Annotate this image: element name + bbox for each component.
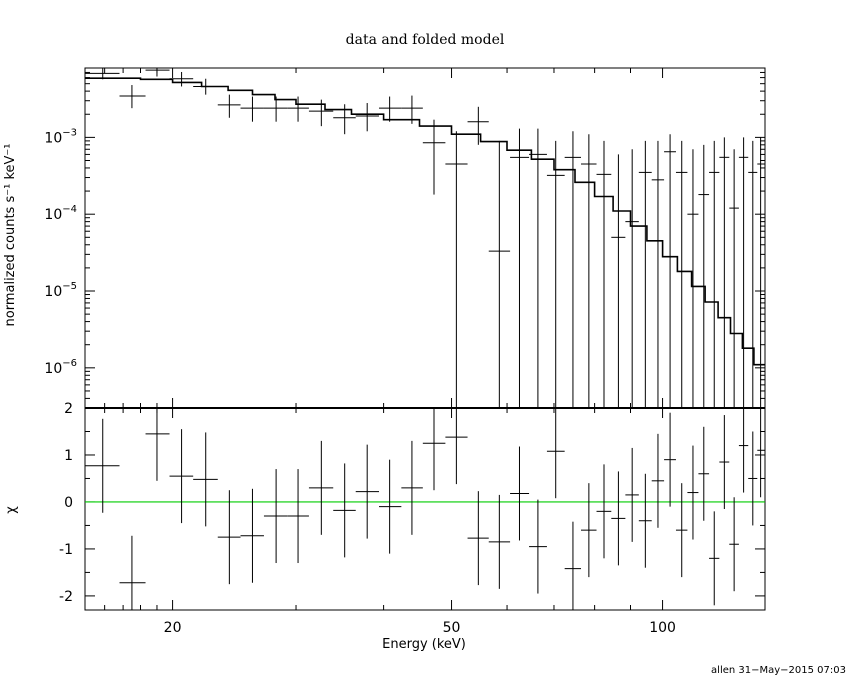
residual-point (169, 429, 194, 524)
residual-point (651, 433, 665, 528)
x-tick-label: 100 (649, 620, 676, 636)
residual-point (581, 483, 597, 578)
data-point (401, 95, 423, 124)
data-point (729, 149, 739, 408)
model-line (85, 77, 765, 366)
residual-point (445, 408, 468, 485)
data-point (638, 140, 652, 408)
data-point (193, 78, 218, 95)
timestamp-footer: allen 31−May−2015 07:03 (711, 665, 846, 676)
data-point (664, 134, 676, 408)
residual-point (596, 464, 612, 559)
residual-point (263, 469, 288, 564)
data-point (145, 68, 170, 77)
residual-point (564, 521, 582, 610)
data-point (379, 96, 402, 122)
data-point (169, 71, 194, 87)
data-point (625, 149, 639, 408)
y-tick-label: 10−5 (44, 281, 77, 300)
x-axis-label: Energy (keV) (382, 637, 466, 652)
residual-point (217, 490, 241, 585)
x-tick-label: 50 (443, 620, 461, 636)
y-tick-label: 10−6 (44, 358, 77, 377)
data-point (748, 140, 758, 408)
data-point (596, 140, 612, 408)
data-point (240, 96, 264, 122)
residual-point (529, 499, 547, 594)
data-point (217, 94, 241, 118)
data-point (687, 149, 699, 408)
residuals-panel: 20 50 100 -2 -1 0 1 2 (59, 401, 766, 636)
residual-point (709, 511, 720, 606)
data-point (698, 144, 710, 408)
residual-point (738, 408, 749, 493)
data-point (467, 106, 489, 145)
residual-point (193, 432, 218, 527)
x-tick-label: 20 (164, 620, 182, 636)
spectrum-frame (84, 67, 766, 409)
data-point (85, 68, 120, 80)
y-tick-label: -1 (59, 542, 73, 558)
y-tick-label: 2 (64, 401, 73, 417)
data-point (738, 137, 749, 408)
y-tick-label: 10−3 (44, 127, 77, 146)
data-point (287, 96, 309, 122)
residual-point (240, 488, 264, 583)
y-axis-label-bottom: χ (4, 506, 19, 514)
residual-point (611, 471, 626, 566)
data-point (719, 137, 730, 408)
y-tick-label: 0 (64, 495, 73, 511)
residual-point (422, 408, 446, 491)
data-point (333, 104, 356, 135)
y-axis-label-top: normalized counts s⁻¹ keV⁻¹ (3, 144, 18, 327)
y-tick-label: 10−4 (44, 204, 77, 223)
residual-point (119, 535, 146, 610)
residual-point (664, 412, 676, 507)
y-tick-label: -2 (59, 589, 73, 605)
residual-point (287, 469, 309, 564)
chart-title: data and folded model (346, 32, 505, 48)
residual-point (85, 418, 120, 513)
residual-point (698, 426, 710, 521)
data-point (263, 96, 288, 122)
data-point (355, 103, 380, 132)
residuals-frame (84, 407, 766, 611)
data-point (675, 140, 688, 408)
data-point (529, 128, 547, 408)
residual-point (401, 440, 423, 535)
y-tick-label: 1 (64, 448, 73, 464)
data-point (308, 99, 334, 127)
data-point (757, 137, 765, 408)
data-point (651, 140, 665, 408)
spectrum-panel: 10−3 10−4 10−5 10−6 (44, 67, 766, 409)
residual-point (729, 497, 739, 592)
data-point (611, 154, 626, 408)
data-point (445, 131, 468, 408)
residual-point (687, 445, 699, 540)
residual-point (308, 440, 334, 535)
residual-point (546, 408, 565, 499)
residual-point (625, 447, 639, 542)
residual-point (467, 491, 489, 586)
data-point (581, 134, 597, 408)
data-point (119, 85, 146, 109)
residual-point (748, 431, 758, 526)
residual-point (719, 415, 730, 509)
residual-point (355, 444, 380, 539)
data-point (546, 140, 565, 408)
residual-point (488, 494, 511, 589)
residual-point (333, 463, 356, 558)
data-point (488, 140, 511, 408)
data-point (510, 128, 530, 408)
residual-point (145, 408, 170, 481)
residual-point (757, 408, 765, 498)
residual-point (379, 459, 402, 554)
residual-point (638, 473, 652, 568)
data-point (709, 140, 720, 408)
residual-point (510, 446, 530, 541)
residual-point (675, 483, 688, 578)
data-point (564, 131, 582, 408)
data-point (422, 119, 446, 195)
